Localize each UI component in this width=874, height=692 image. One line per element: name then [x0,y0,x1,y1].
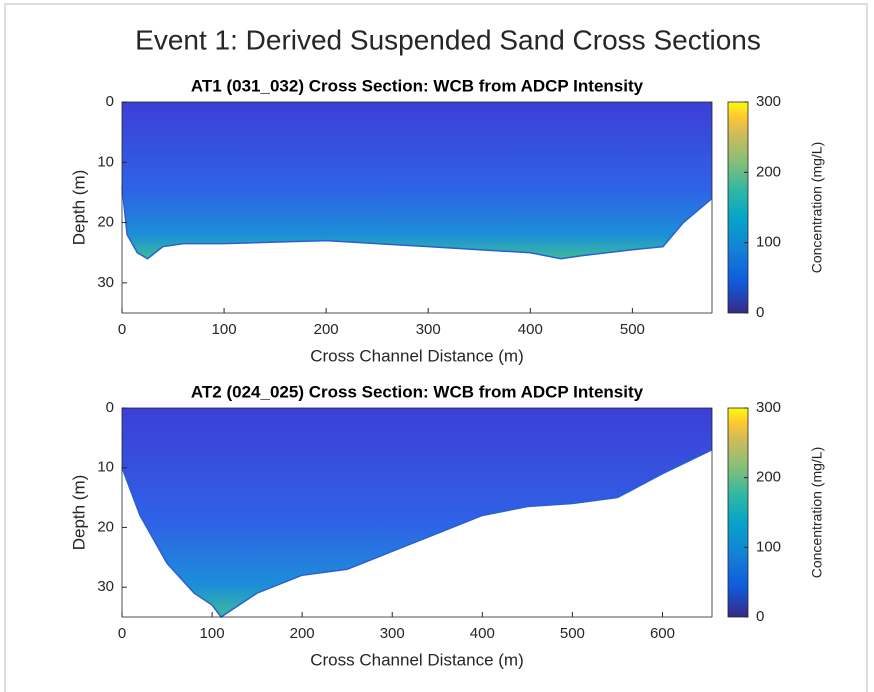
y-tick-label: 30 [97,274,114,291]
x-tick-label: 200 [314,321,339,338]
x-tick-label: 0 [118,625,126,642]
y-tick-label: 10 [97,459,114,476]
colorbar-tick-label: 100 [756,234,781,251]
colorbar-tick-label: 0 [756,608,764,625]
bed-profile [121,186,713,260]
x-tick-label: 200 [290,625,315,642]
y-axis-label: Depth (m) [69,475,88,551]
y-tick-label: 0 [106,399,114,416]
y-axis-label: Depth (m) [69,170,88,246]
colorbar-tick-label: 200 [756,469,781,486]
colorbar-label: Concentration (mg/L) [809,142,825,274]
x-tick-label: 500 [620,321,645,338]
x-tick-label: 100 [200,625,225,642]
y-tick-label: 10 [97,153,114,170]
colorbar-tick-label: 0 [756,304,764,321]
axes-box [121,101,713,314]
colorbar [727,101,749,314]
y-tick-label: 30 [97,578,114,595]
panel-title: AT1 (031_032) Cross Section: WCB from AD… [191,76,644,95]
panel-title: AT2 (024_025) Cross Section: WCB from AD… [191,382,644,401]
y-tick-label: 0 [106,93,114,110]
x-tick-label: 500 [560,625,585,642]
frame [4,3,868,692]
water-column [122,408,712,617]
colorbar-tick-label: 300 [756,93,781,110]
y-tick-label: 20 [97,518,114,535]
figure-title: Event 1: Derived Suspended Sand Cross Se… [135,24,761,55]
x-tick-label: 0 [118,321,126,338]
x-axis-label: Cross Channel Distance (m) [310,346,524,365]
colorbar [727,407,749,618]
y-tick-label: 20 [97,214,114,231]
colorbar-label: Concentration (mg/L) [809,447,825,579]
colorbar-tick-label: 300 [756,399,781,416]
x-tick-label: 300 [416,321,441,338]
axes-box [121,407,713,618]
x-tick-label: 400 [470,625,495,642]
colorbar-tick-label: 100 [756,538,781,555]
water-column [122,102,712,259]
x-tick-label: 100 [212,321,237,338]
x-tick-label: 300 [380,625,405,642]
colorbar-tick-label: 200 [756,163,781,180]
x-tick-label: 600 [650,625,675,642]
x-axis-label: Cross Channel Distance (m) [310,650,524,669]
bed-profile [121,449,713,619]
x-tick-label: 400 [518,321,543,338]
